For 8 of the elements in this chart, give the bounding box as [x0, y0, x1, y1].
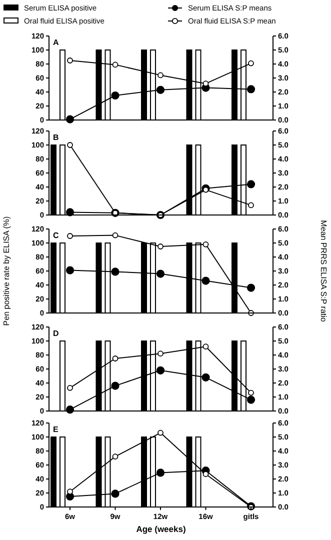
annotation: E	[53, 425, 59, 434]
y2-axis-title: Mean PRRS ELISA S:P ratio	[319, 220, 328, 322]
x-axis-title: Age (weeks)	[136, 524, 186, 534]
annotation: C	[53, 231, 59, 240]
annotation: D	[53, 329, 59, 338]
annotation: A	[53, 38, 59, 47]
y-axis-title: Pen positive rate by ELISA (%)	[2, 216, 11, 326]
annotation: B	[53, 133, 59, 142]
